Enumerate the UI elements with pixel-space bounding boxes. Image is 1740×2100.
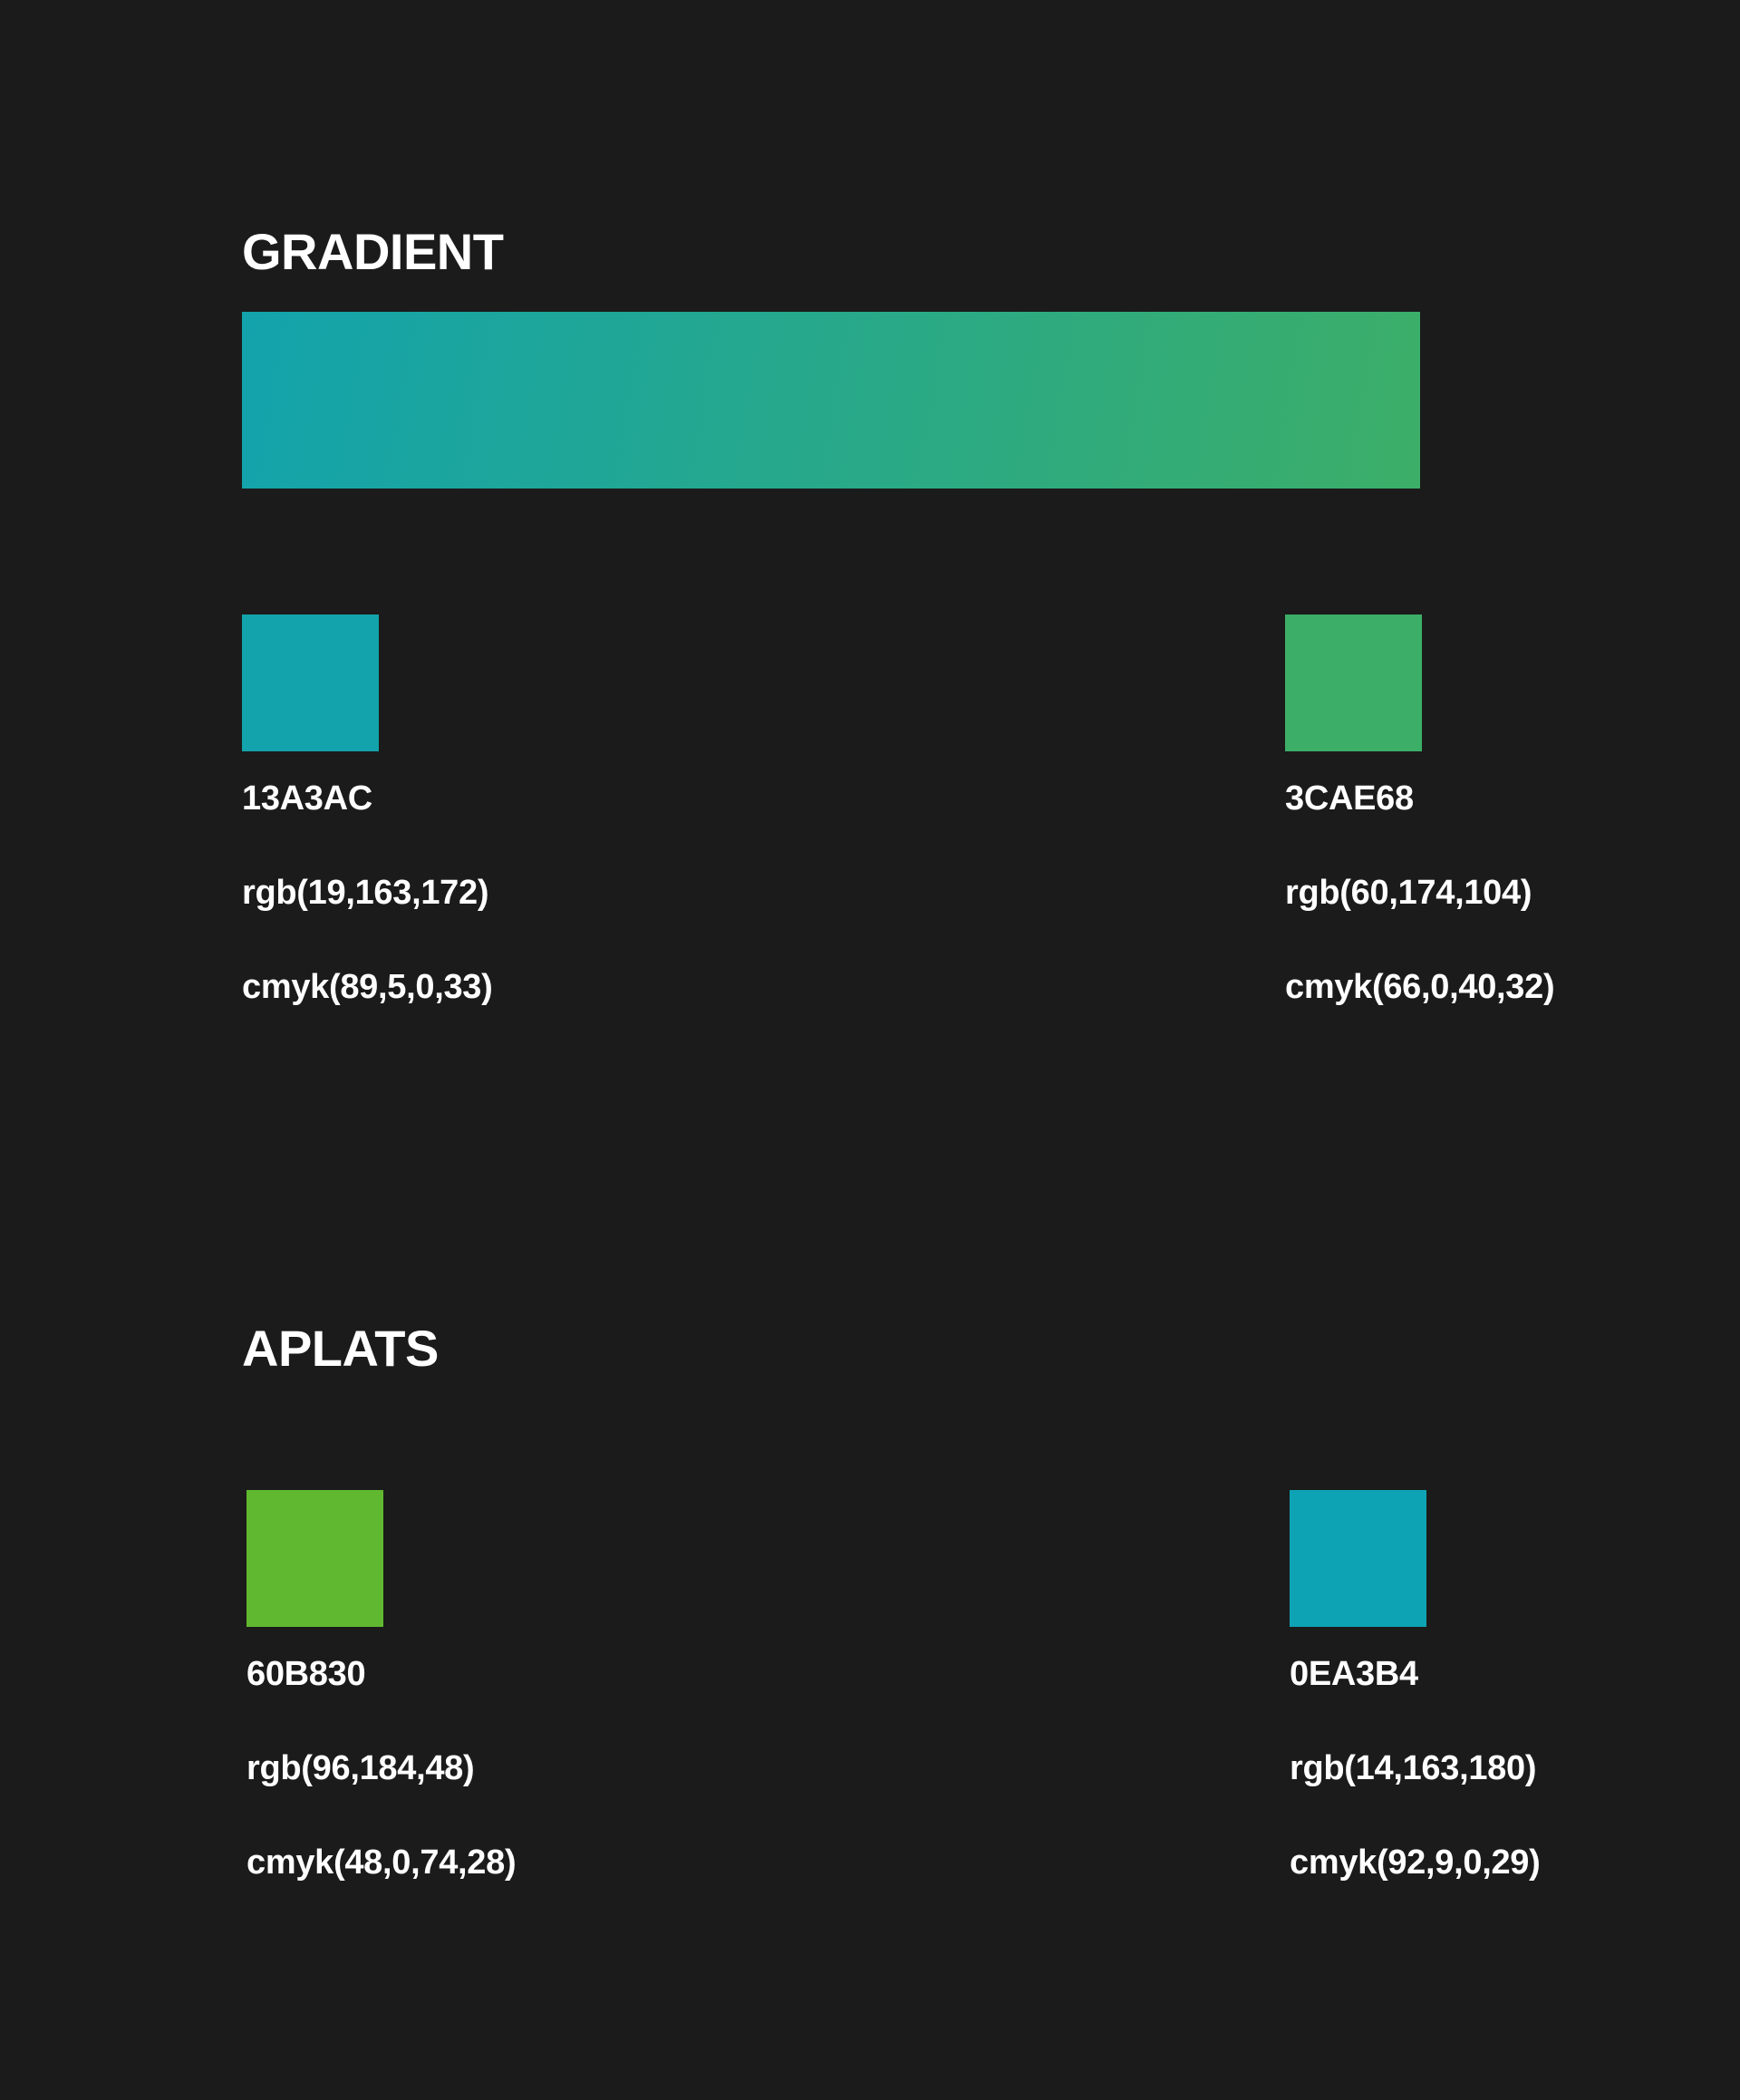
aplat-color-block: 60B830 rgb(96,184,48) cmyk(48,0,74,28) bbox=[246, 1490, 627, 1882]
cmyk-code: cmyk(89,5,0,33) bbox=[242, 968, 493, 1006]
cmyk-code: cmyk(92,9,0,29) bbox=[1290, 1844, 1541, 1882]
cmyk-code: cmyk(48,0,74,28) bbox=[246, 1844, 517, 1882]
color-swatch bbox=[1285, 615, 1422, 751]
hex-code: 3CAE68 bbox=[1285, 779, 1414, 818]
color-swatch bbox=[242, 615, 379, 751]
rgb-code: rgb(96,184,48) bbox=[246, 1749, 475, 1787]
cmyk-code: cmyk(66,0,40,32) bbox=[1285, 968, 1555, 1006]
hex-code: 60B830 bbox=[246, 1655, 366, 1693]
gradient-section-title: GRADIENT bbox=[242, 223, 504, 280]
rgb-code: rgb(60,174,104) bbox=[1285, 874, 1532, 912]
gradient-end-color-block: 3CAE68 rgb(60,174,104) cmyk(66,0,40,32) bbox=[1285, 615, 1666, 1007]
hex-code: 0EA3B4 bbox=[1290, 1655, 1418, 1693]
rgb-code: rgb(19,163,172) bbox=[242, 874, 489, 912]
color-swatch bbox=[1290, 1490, 1426, 1627]
gradient-bar bbox=[242, 312, 1420, 489]
aplat-color-block: 0EA3B4 rgb(14,163,180) cmyk(92,9,0,29) bbox=[1290, 1490, 1670, 1882]
aplats-section-title: APLATS bbox=[242, 1320, 439, 1377]
gradient-start-color-block: 13A3AC rgb(19,163,172) cmyk(89,5,0,33) bbox=[242, 615, 623, 1007]
hex-code: 13A3AC bbox=[242, 779, 372, 818]
color-swatch bbox=[246, 1490, 383, 1627]
rgb-code: rgb(14,163,180) bbox=[1290, 1749, 1537, 1787]
